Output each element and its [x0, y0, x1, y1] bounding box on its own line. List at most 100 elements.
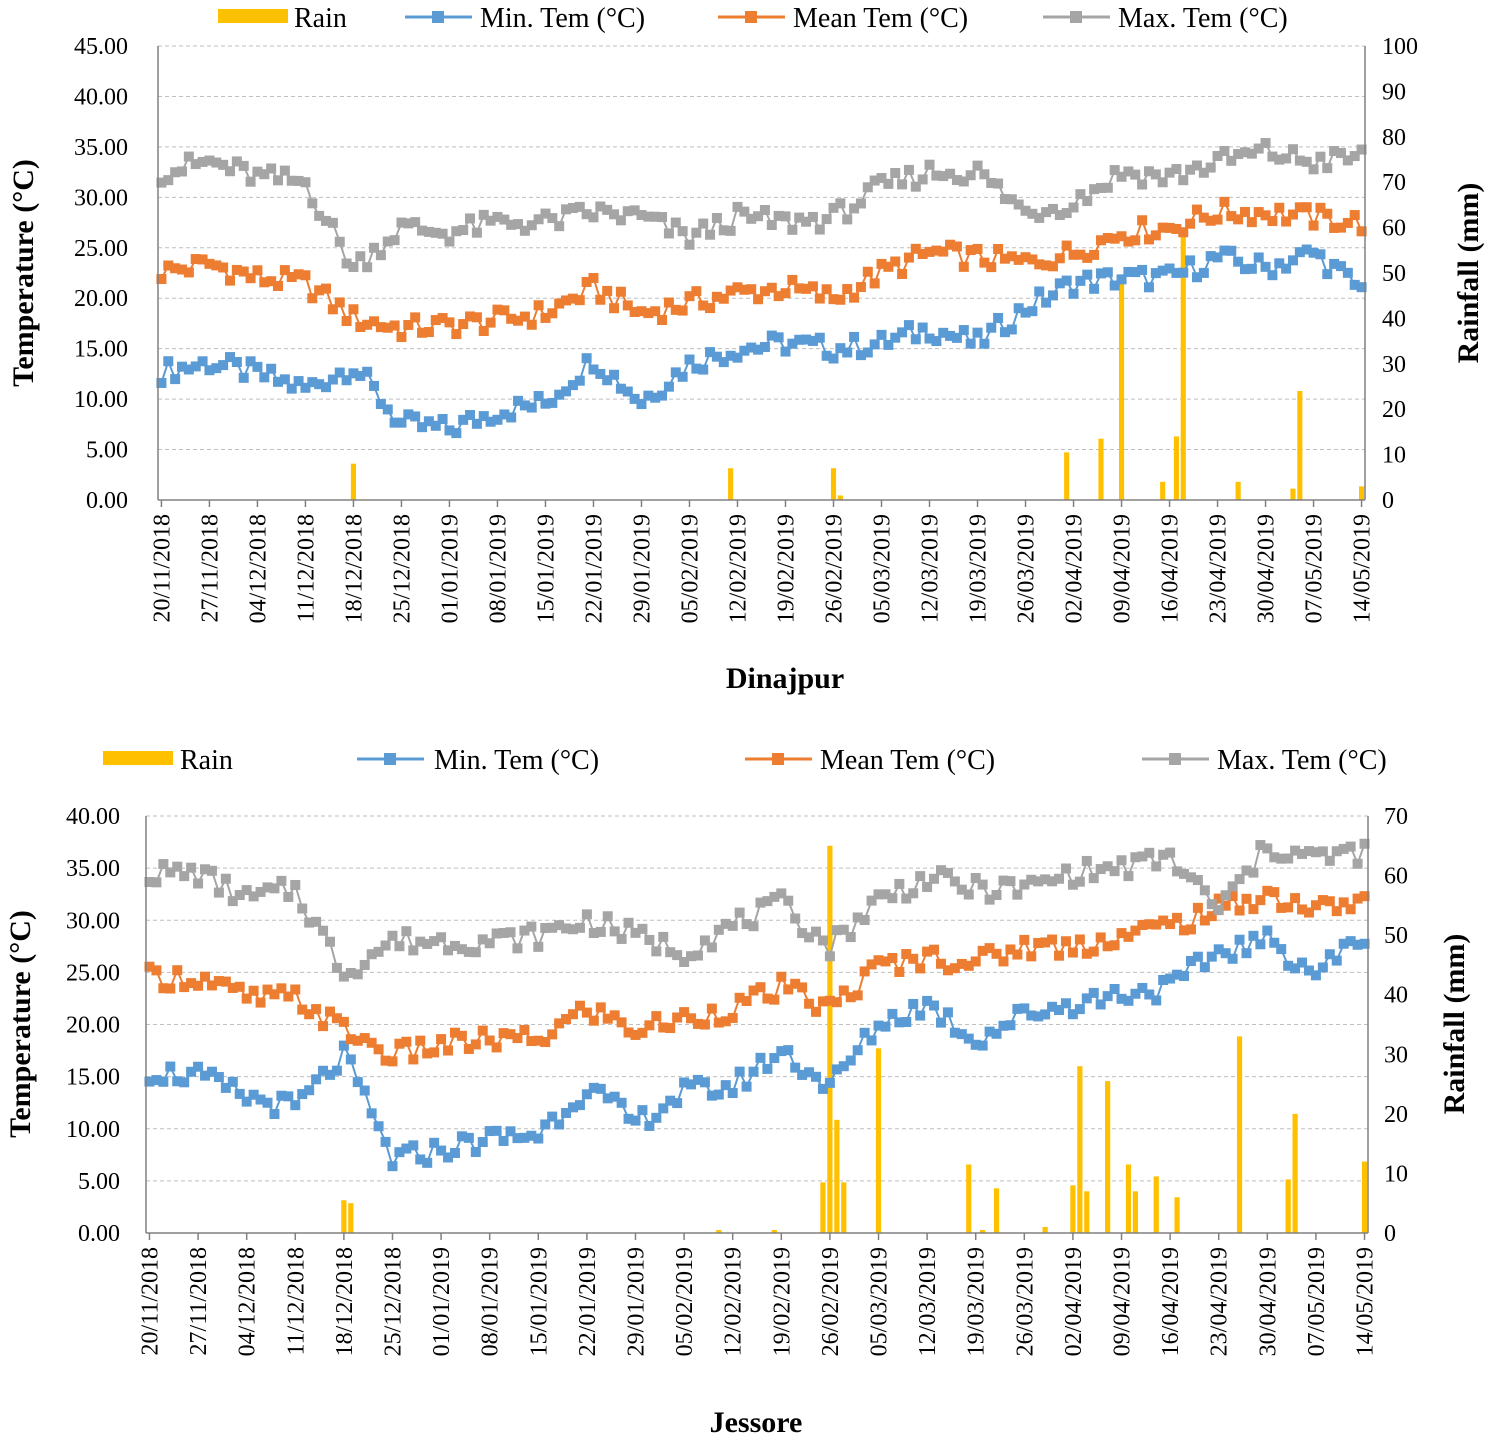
point-mean-tem-c: [1246, 217, 1257, 228]
legend-rain-label: Rain: [180, 745, 233, 776]
point-max-tem-c: [227, 896, 238, 907]
rain-bar: [1235, 481, 1241, 500]
point-min-tem-c: [266, 363, 277, 374]
point-min-tem-c: [225, 352, 236, 363]
legend-max-marker: [1169, 753, 1181, 765]
y-tick-label-left: 40.00: [74, 84, 128, 110]
point-min-tem-c: [1317, 962, 1328, 973]
point-min-tem-c: [691, 363, 702, 374]
point-min-tem-c: [713, 1089, 724, 1100]
point-max-tem-c: [477, 934, 488, 945]
x-tick-label: 19/03/2019: [966, 514, 992, 623]
point-mean-tem-c: [547, 308, 558, 319]
point-min-tem-c: [540, 398, 551, 409]
point-max-tem-c: [324, 936, 335, 947]
point-mean-tem-c: [1158, 915, 1169, 926]
point-max-tem-c: [903, 164, 914, 175]
point-max-tem-c: [651, 946, 662, 957]
point-max-tem-c: [746, 213, 757, 224]
point-min-tem-c: [1019, 1003, 1030, 1014]
point-mean-tem-c: [1137, 215, 1148, 226]
point-min-tem-c: [506, 412, 517, 423]
point-mean-tem-c: [1301, 202, 1312, 213]
point-mean-tem-c: [684, 291, 695, 302]
point-mean-tem-c: [1185, 218, 1196, 229]
point-max-tem-c: [380, 940, 391, 951]
point-mean-tem-c: [1274, 202, 1285, 213]
point-mean-tem-c: [1130, 925, 1141, 936]
point-mean-tem-c: [949, 963, 960, 974]
point-mean-tem-c: [321, 283, 332, 294]
point-mean-tem-c: [499, 305, 510, 316]
point-mean-tem-c: [382, 322, 393, 333]
point-max-tem-c: [998, 875, 1009, 886]
point-max-tem-c: [824, 951, 835, 962]
chart-jessore: Rain Min. Tem (°C) Mean Tem (°C) Max. Te…: [4, 745, 1471, 1439]
point-mean-tem-c: [1315, 202, 1326, 213]
point-min-tem-c: [165, 1061, 176, 1072]
point-max-tem-c: [241, 885, 252, 896]
point-min-tem-c: [945, 330, 956, 341]
point-max-tem-c: [787, 224, 798, 235]
point-max-tem-c: [908, 888, 919, 899]
point-mean-tem-c: [1349, 210, 1360, 221]
point-mean-tem-c: [1262, 885, 1273, 896]
point-max-tem-c: [797, 928, 808, 939]
point-min-tem-c: [345, 1054, 356, 1065]
point-mean-tem-c: [533, 1035, 544, 1046]
point-min-tem-c: [1352, 939, 1363, 950]
point-min-tem-c: [484, 1126, 495, 1137]
point-min-tem-c: [1123, 995, 1134, 1006]
x-tick-label: 08/01/2019: [485, 514, 511, 623]
point-mean-tem-c: [1192, 902, 1203, 913]
x-tick-label: 09/04/2019: [1110, 1247, 1136, 1356]
point-min-tem-c: [478, 411, 489, 422]
point-min-tem-c: [273, 376, 284, 387]
point-mean-tem-c: [972, 243, 983, 254]
point-max-tem-c: [1068, 202, 1079, 213]
point-mean-tem-c: [213, 976, 224, 987]
rain-bar: [1077, 1066, 1083, 1233]
point-mean-tem-c: [183, 267, 194, 278]
point-mean-tem-c: [942, 965, 953, 976]
point-mean-tem-c: [408, 1054, 419, 1065]
point-mean-tem-c: [931, 245, 942, 256]
point-max-tem-c: [348, 261, 359, 272]
rain-bars-dinajpur: [350, 236, 1365, 500]
point-max-tem-c: [443, 945, 454, 956]
point-max-tem-c: [880, 889, 891, 900]
point-min-tem-c: [1185, 255, 1196, 266]
point-max-tem-c: [1144, 847, 1155, 858]
point-max-tem-c: [588, 212, 599, 223]
point-min-tem-c: [622, 386, 633, 397]
point-min-tem-c: [403, 409, 414, 420]
point-min-tem-c: [706, 1090, 717, 1101]
point-min-tem-c: [780, 346, 791, 357]
point-max-tem-c: [1315, 151, 1326, 162]
point-max-tem-c: [1179, 868, 1190, 879]
axes-jessore: 0.00 5.00 10.00 15.00 20.00 25.00 30.00 35.00 40…: [66, 804, 1408, 1356]
point-min-tem-c: [151, 1075, 162, 1086]
legend-mean-marker: [772, 753, 784, 765]
point-max-tem-c: [554, 920, 565, 931]
point-max-tem-c: [588, 927, 599, 938]
point-mean-tem-c: [1088, 946, 1099, 957]
point-min-tem-c: [238, 372, 249, 383]
point-min-tem-c: [471, 418, 482, 429]
point-mean-tem-c: [602, 285, 613, 296]
point-mean-tem-c: [804, 998, 815, 1009]
point-mean-tem-c: [568, 1009, 579, 1020]
point-mean-tem-c: [172, 965, 183, 976]
x-tick-label: 27/11/2018: [197, 514, 223, 622]
point-max-tem-c: [1130, 852, 1141, 863]
point-max-tem-c: [179, 871, 190, 882]
point-min-tem-c: [1212, 252, 1223, 263]
point-max-tem-c: [677, 226, 688, 237]
point-mean-tem-c: [977, 945, 988, 956]
point-min-tem-c: [218, 360, 229, 371]
point-max-tem-c: [1095, 864, 1106, 875]
point-mean-tem-c: [190, 254, 201, 265]
point-mean-tem-c: [165, 983, 176, 994]
point-mean-tem-c: [1075, 249, 1086, 260]
x-tick-label: 30/04/2019: [1254, 514, 1280, 623]
